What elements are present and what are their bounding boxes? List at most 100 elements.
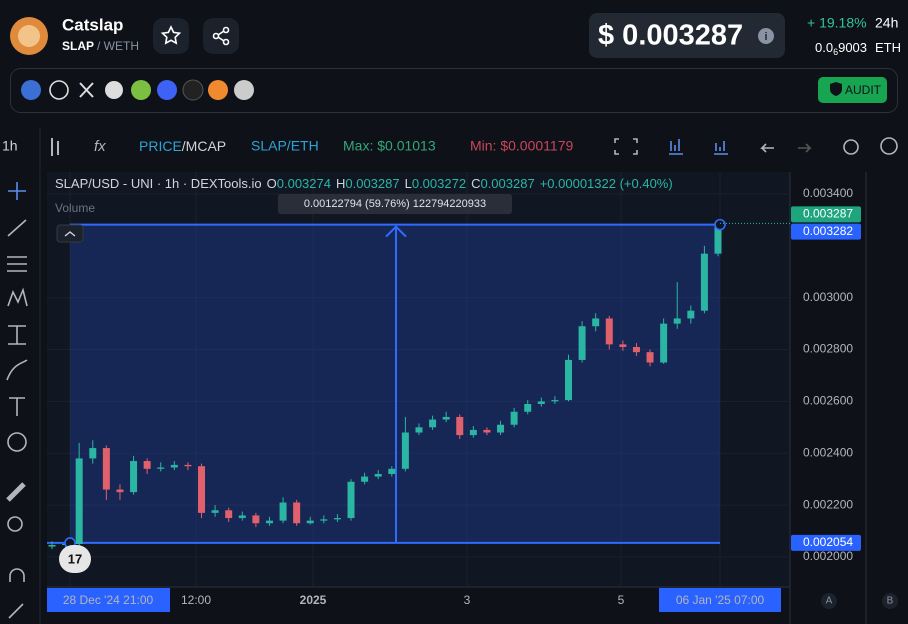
- indicator-icon[interactable]: fx: [94, 138, 106, 155]
- volume-icon[interactable]: [714, 141, 728, 155]
- x-tick-label: 3: [464, 593, 471, 607]
- star-icon: [160, 25, 182, 45]
- fullscreen-icon[interactable]: [614, 138, 638, 155]
- price-badge-label: 0.003282: [803, 224, 853, 238]
- redo-icon[interactable]: [798, 143, 812, 153]
- telegram-link[interactable]: [105, 81, 123, 99]
- metamask-link[interactable]: [208, 80, 228, 100]
- text-tool[interactable]: [9, 397, 25, 416]
- trendline-tool[interactable]: [7, 219, 27, 237]
- pair-toggle[interactable]: SLAP/ETH: [251, 138, 319, 154]
- crosshair-tool[interactable]: [8, 182, 26, 200]
- price-badge: [791, 534, 861, 551]
- rest: 9003: [838, 40, 867, 55]
- candle-body: [170, 464, 178, 468]
- y-tick-label: 0.003400: [803, 186, 853, 200]
- lead: 0.0: [815, 40, 833, 55]
- more-link[interactable]: [234, 80, 254, 100]
- tv-logo: [59, 545, 91, 573]
- plot-area: [47, 172, 790, 587]
- candle-body: [632, 346, 640, 353]
- share-button[interactable]: [203, 18, 239, 54]
- candle-body: [401, 432, 409, 469]
- price-mcap[interactable]: PRICE/MCAP: [139, 138, 226, 154]
- undo-icon[interactable]: [760, 143, 774, 153]
- fib-tool[interactable]: [7, 256, 27, 272]
- y-tick-label: 0.002600: [803, 394, 853, 408]
- base: SLAP: [62, 39, 94, 53]
- cmc-link[interactable]: [157, 80, 177, 100]
- arrow-head: [385, 225, 407, 238]
- scale-button: [882, 593, 898, 609]
- shield-icon: [830, 82, 842, 96]
- settings-icon[interactable]: [880, 137, 898, 155]
- candle-body: [211, 510, 219, 513]
- price: $ 0.003287: [598, 20, 743, 52]
- projection-tool[interactable]: [8, 325, 26, 345]
- price-badge: [791, 223, 861, 240]
- alert-icon[interactable]: [843, 139, 859, 155]
- mcap-toggle[interactable]: /MCAP: [182, 138, 226, 154]
- candle-body: [429, 419, 437, 428]
- candle-body: [469, 429, 477, 436]
- zoom-tool[interactable]: [7, 516, 23, 532]
- price-toggle[interactable]: PRICE: [139, 138, 182, 154]
- candle-body: [225, 510, 233, 519]
- candle-body: [388, 468, 396, 474]
- candle-body: [578, 326, 586, 360]
- drawing-tools: [6, 182, 28, 619]
- candle-body: [524, 403, 532, 412]
- candle-body: [537, 401, 545, 404]
- favorite-button[interactable]: [153, 18, 189, 54]
- x-tick-label: 06 Jan '25 07:00: [676, 593, 765, 607]
- magnet-tool[interactable]: [9, 568, 25, 582]
- candle-body: [75, 458, 83, 544]
- price-badge-label: 0.003287: [803, 206, 853, 220]
- candle-body: [361, 476, 369, 482]
- x-tick-label: 12:00: [181, 593, 211, 607]
- min-price: Min: $0.0001179: [470, 138, 573, 154]
- website-link[interactable]: [49, 80, 69, 100]
- candle-body: [252, 515, 260, 524]
- candle-type-icon[interactable]: [51, 138, 59, 156]
- pattern-tool[interactable]: [7, 287, 28, 307]
- info-icon[interactable]: [758, 28, 774, 44]
- candle-body: [714, 223, 722, 254]
- legend-h: H: [336, 176, 345, 191]
- legend-o: O: [267, 176, 277, 191]
- measure-label-box: [278, 194, 512, 214]
- x-link[interactable]: [79, 82, 94, 98]
- candle-body: [157, 467, 165, 469]
- lock-tool[interactable]: [8, 603, 24, 619]
- legend-symbol: SLAP/USD - UNI · 1h · DEXTools.io: [55, 176, 262, 191]
- sub: 6: [833, 47, 838, 57]
- dextools-link[interactable]: [21, 80, 41, 100]
- ohlc-legend: SLAP/USD - UNI · 1h · DEXTools.io O0.0032…: [55, 176, 673, 191]
- interval[interactable]: 1h: [2, 138, 18, 154]
- emoji-tool[interactable]: [7, 432, 27, 452]
- brush-tool[interactable]: [6, 359, 28, 381]
- candle-body: [198, 466, 206, 513]
- legend-l: L: [405, 176, 412, 191]
- info-i: i: [764, 31, 767, 43]
- price-badge-label: 0.002054: [803, 535, 853, 549]
- candle-body: [143, 461, 151, 469]
- measure-label: 0.00122794 (59.76%) 122794220933: [304, 198, 486, 210]
- candle-body: [320, 519, 328, 521]
- other-link[interactable]: [182, 79, 204, 101]
- links-bar: [10, 68, 898, 113]
- chart-icon[interactable]: [669, 139, 683, 155]
- candle-body: [510, 411, 518, 425]
- candle-body: [551, 400, 559, 402]
- x-tick-label: 2025: [300, 593, 327, 607]
- coingecko-link[interactable]: [131, 80, 151, 100]
- ruler-tool[interactable]: [6, 482, 26, 502]
- price-badge: [791, 206, 861, 223]
- candle-body: [347, 481, 355, 519]
- share-icon: [212, 26, 230, 46]
- candle-body: [374, 473, 382, 477]
- candle-body: [306, 520, 314, 524]
- candle-body: [265, 520, 273, 524]
- toolbar-icons: [614, 137, 898, 155]
